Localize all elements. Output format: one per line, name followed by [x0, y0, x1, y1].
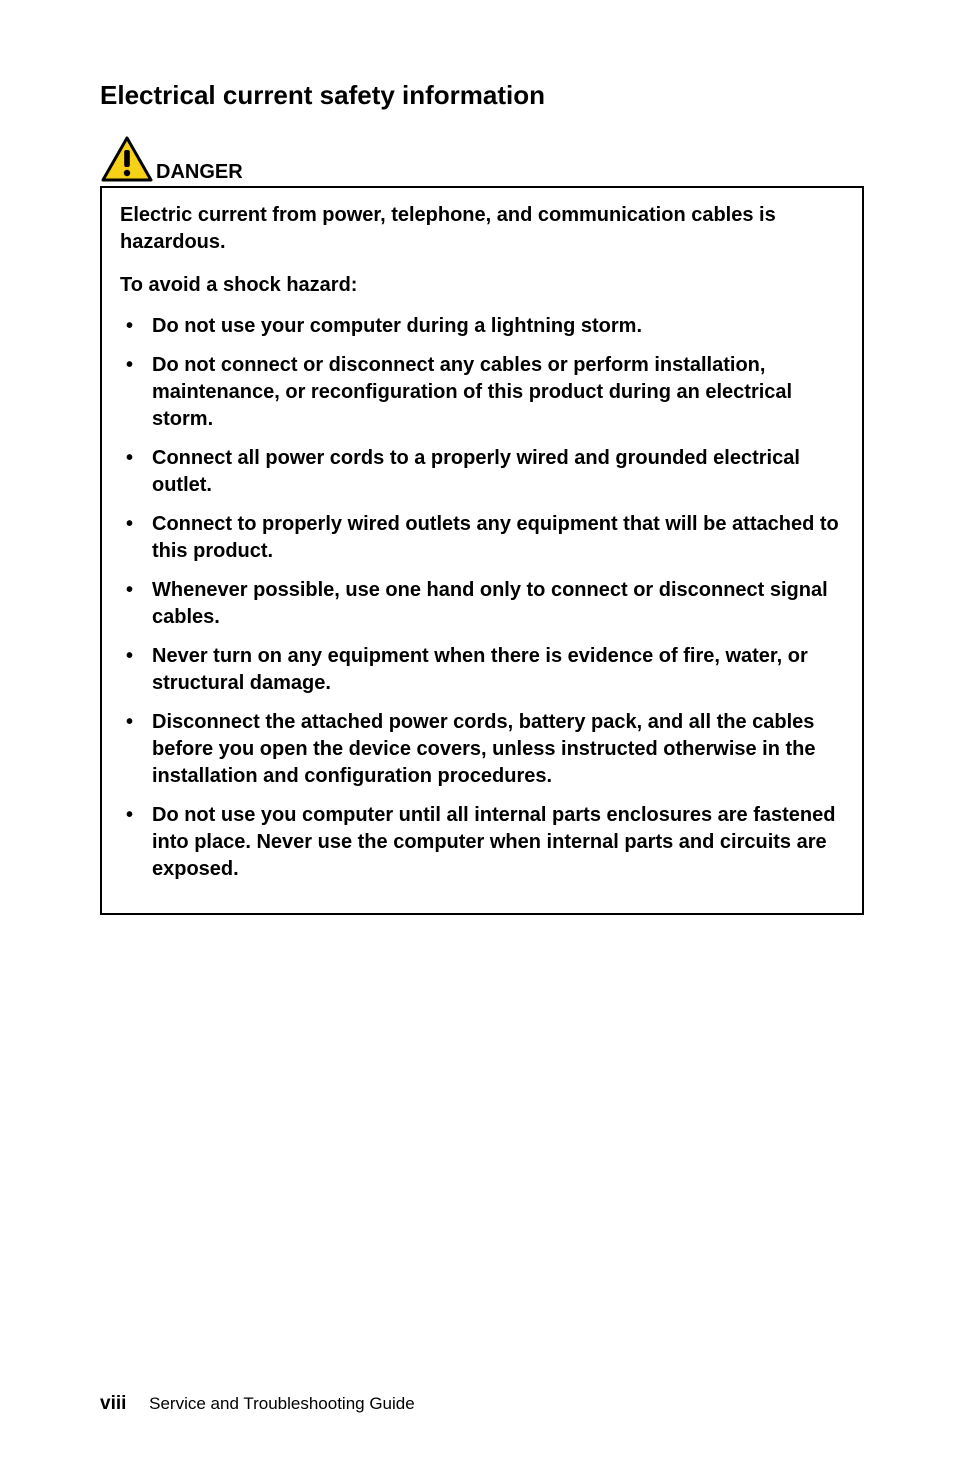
danger-subhead: To avoid a shock hazard:	[120, 274, 844, 297]
page-number: viii	[100, 1393, 126, 1414]
danger-box: Electric current from power, telephone, …	[100, 186, 864, 915]
danger-label: DANGER	[156, 161, 243, 188]
footer-guide-name: Service and Troubleshooting Guide	[149, 1394, 415, 1413]
list-item: Do not use you computer until all intern…	[120, 802, 844, 883]
document-page: Electrical current safety information DA…	[0, 0, 954, 1475]
list-item: Connect all power cords to a properly wi…	[120, 445, 844, 499]
danger-header: DANGER	[100, 135, 864, 188]
danger-intro-text: Electric current from power, telephone, …	[120, 202, 844, 256]
danger-bullet-list: Do not use your computer during a lightn…	[120, 313, 844, 883]
list-item: Never turn on any equipment when there i…	[120, 643, 844, 697]
list-item: Connect to properly wired outlets any eq…	[120, 511, 844, 565]
list-item: Do not use your computer during a lightn…	[120, 313, 844, 340]
warning-triangle-icon	[100, 135, 154, 188]
section-title: Electrical current safety information	[100, 80, 864, 111]
page-footer: viii Service and Troubleshooting Guide	[100, 1393, 415, 1415]
list-item: Disconnect the attached power cords, bat…	[120, 709, 844, 790]
list-item: Do not connect or disconnect any cables …	[120, 352, 844, 433]
list-item: Whenever possible, use one hand only to …	[120, 577, 844, 631]
